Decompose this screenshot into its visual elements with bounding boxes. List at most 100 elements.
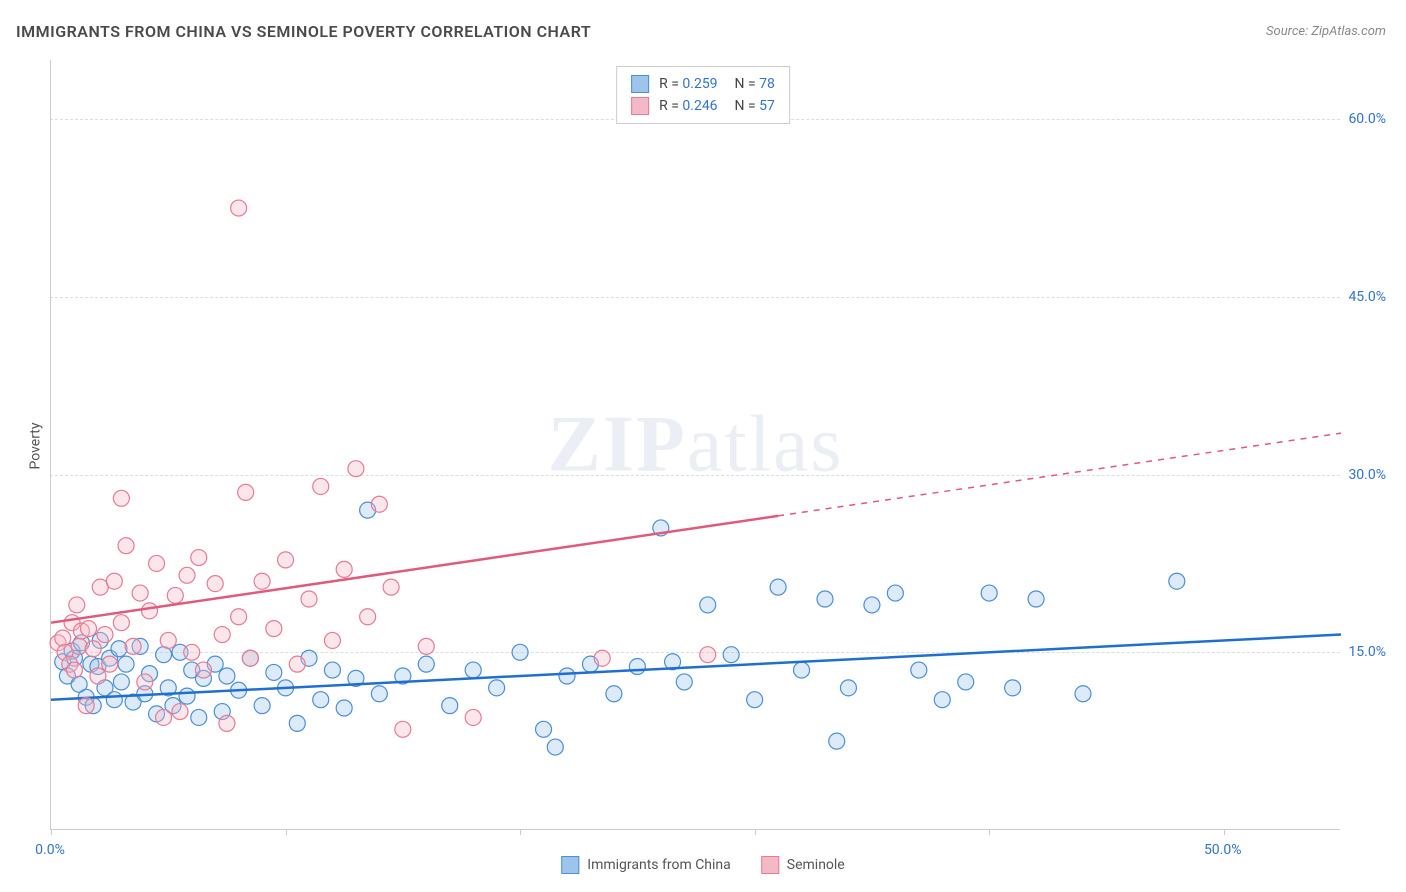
data-point[interactable] [238,484,254,500]
data-point[interactable] [383,579,399,595]
legend-series: Immigrants from China Seminole [561,856,844,874]
data-point[interactable] [1075,686,1091,702]
data-point[interactable] [254,573,270,589]
data-point[interactable] [214,627,230,643]
data-point[interactable] [817,591,833,607]
data-point[interactable] [512,644,528,660]
data-point[interactable] [336,561,352,577]
data-point[interactable] [559,668,575,684]
data-point[interactable] [371,496,387,512]
data-point[interactable] [1005,680,1021,696]
data-point[interactable] [840,680,856,696]
data-point[interactable] [266,664,282,680]
data-point[interactable] [289,715,305,731]
data-point[interactable] [313,692,329,708]
data-point[interactable] [111,641,127,657]
data-point[interactable] [700,597,716,613]
data-point[interactable] [66,662,82,678]
data-point[interactable] [324,662,340,678]
data-point[interactable] [981,585,997,601]
data-point[interactable] [219,668,235,684]
data-point[interactable] [179,567,195,583]
data-point[interactable] [829,733,845,749]
data-point[interactable] [125,638,141,654]
data-point[interactable] [137,674,153,690]
data-point[interactable] [184,644,200,660]
legend-swatch-b1 [561,856,579,874]
data-point[interactable] [132,585,148,601]
data-point[interactable] [113,615,129,631]
data-point[interactable] [149,555,165,571]
data-point[interactable] [55,630,71,646]
data-point[interactable] [465,662,481,678]
data-point[interactable] [371,686,387,702]
data-point[interactable] [97,627,113,643]
data-point[interactable] [69,597,85,613]
data-point[interactable] [747,692,763,708]
data-point[interactable] [418,656,434,672]
legend-r-label-2: R = 0.246 [659,98,717,114]
data-point[interactable] [81,621,97,637]
data-point[interactable] [547,739,563,755]
data-point[interactable] [207,576,223,592]
data-point[interactable] [231,200,247,216]
data-point[interactable] [934,692,950,708]
data-point[interactable] [958,674,974,690]
data-point[interactable] [191,550,207,566]
data-point[interactable] [118,656,134,672]
data-point[interactable] [191,709,207,725]
data-point[interactable] [195,662,211,678]
data-point[interactable] [629,659,645,675]
data-point[interactable] [113,490,129,506]
data-point[interactable] [313,478,329,494]
data-point[interactable] [219,715,235,731]
data-point[interactable] [160,632,176,648]
data-point[interactable] [172,704,188,720]
data-point[interactable] [770,579,786,595]
legend-item-2: Seminole [761,856,845,874]
data-point[interactable] [489,680,505,696]
data-point[interactable] [794,662,810,678]
data-point[interactable] [118,538,134,554]
data-point[interactable] [106,573,122,589]
data-point[interactable] [266,621,282,637]
data-point[interactable] [864,597,880,613]
data-point[interactable] [301,591,317,607]
data-point[interactable] [887,585,903,601]
data-point[interactable] [289,656,305,672]
data-point[interactable] [242,650,258,666]
data-point[interactable] [1169,573,1185,589]
data-point[interactable] [156,709,172,725]
data-point[interactable] [360,609,376,625]
plot-svg [51,60,1340,829]
data-point[interactable] [911,662,927,678]
data-point[interactable] [418,638,434,654]
data-point[interactable] [90,668,106,684]
data-point[interactable] [254,698,270,714]
data-point[interactable] [442,698,458,714]
data-point[interactable] [536,721,552,737]
data-point[interactable] [85,641,101,657]
data-point[interactable] [156,647,172,663]
data-point[interactable] [102,656,118,672]
data-point[interactable] [113,674,129,690]
data-point[interactable] [700,647,716,663]
data-point[interactable] [179,688,195,704]
data-point[interactable] [465,709,481,725]
data-point[interactable] [106,692,122,708]
data-point[interactable] [142,603,158,619]
data-point[interactable] [676,674,692,690]
data-point[interactable] [278,552,294,568]
data-point[interactable] [395,721,411,737]
data-point[interactable] [167,587,183,603]
data-point[interactable] [231,609,247,625]
data-point[interactable] [723,647,739,663]
data-point[interactable] [324,632,340,648]
data-point[interactable] [606,686,622,702]
data-point[interactable] [348,461,364,477]
data-point[interactable] [78,698,94,714]
data-point[interactable] [1028,591,1044,607]
data-point[interactable] [594,650,610,666]
data-point[interactable] [71,638,87,654]
data-point[interactable] [336,700,352,716]
